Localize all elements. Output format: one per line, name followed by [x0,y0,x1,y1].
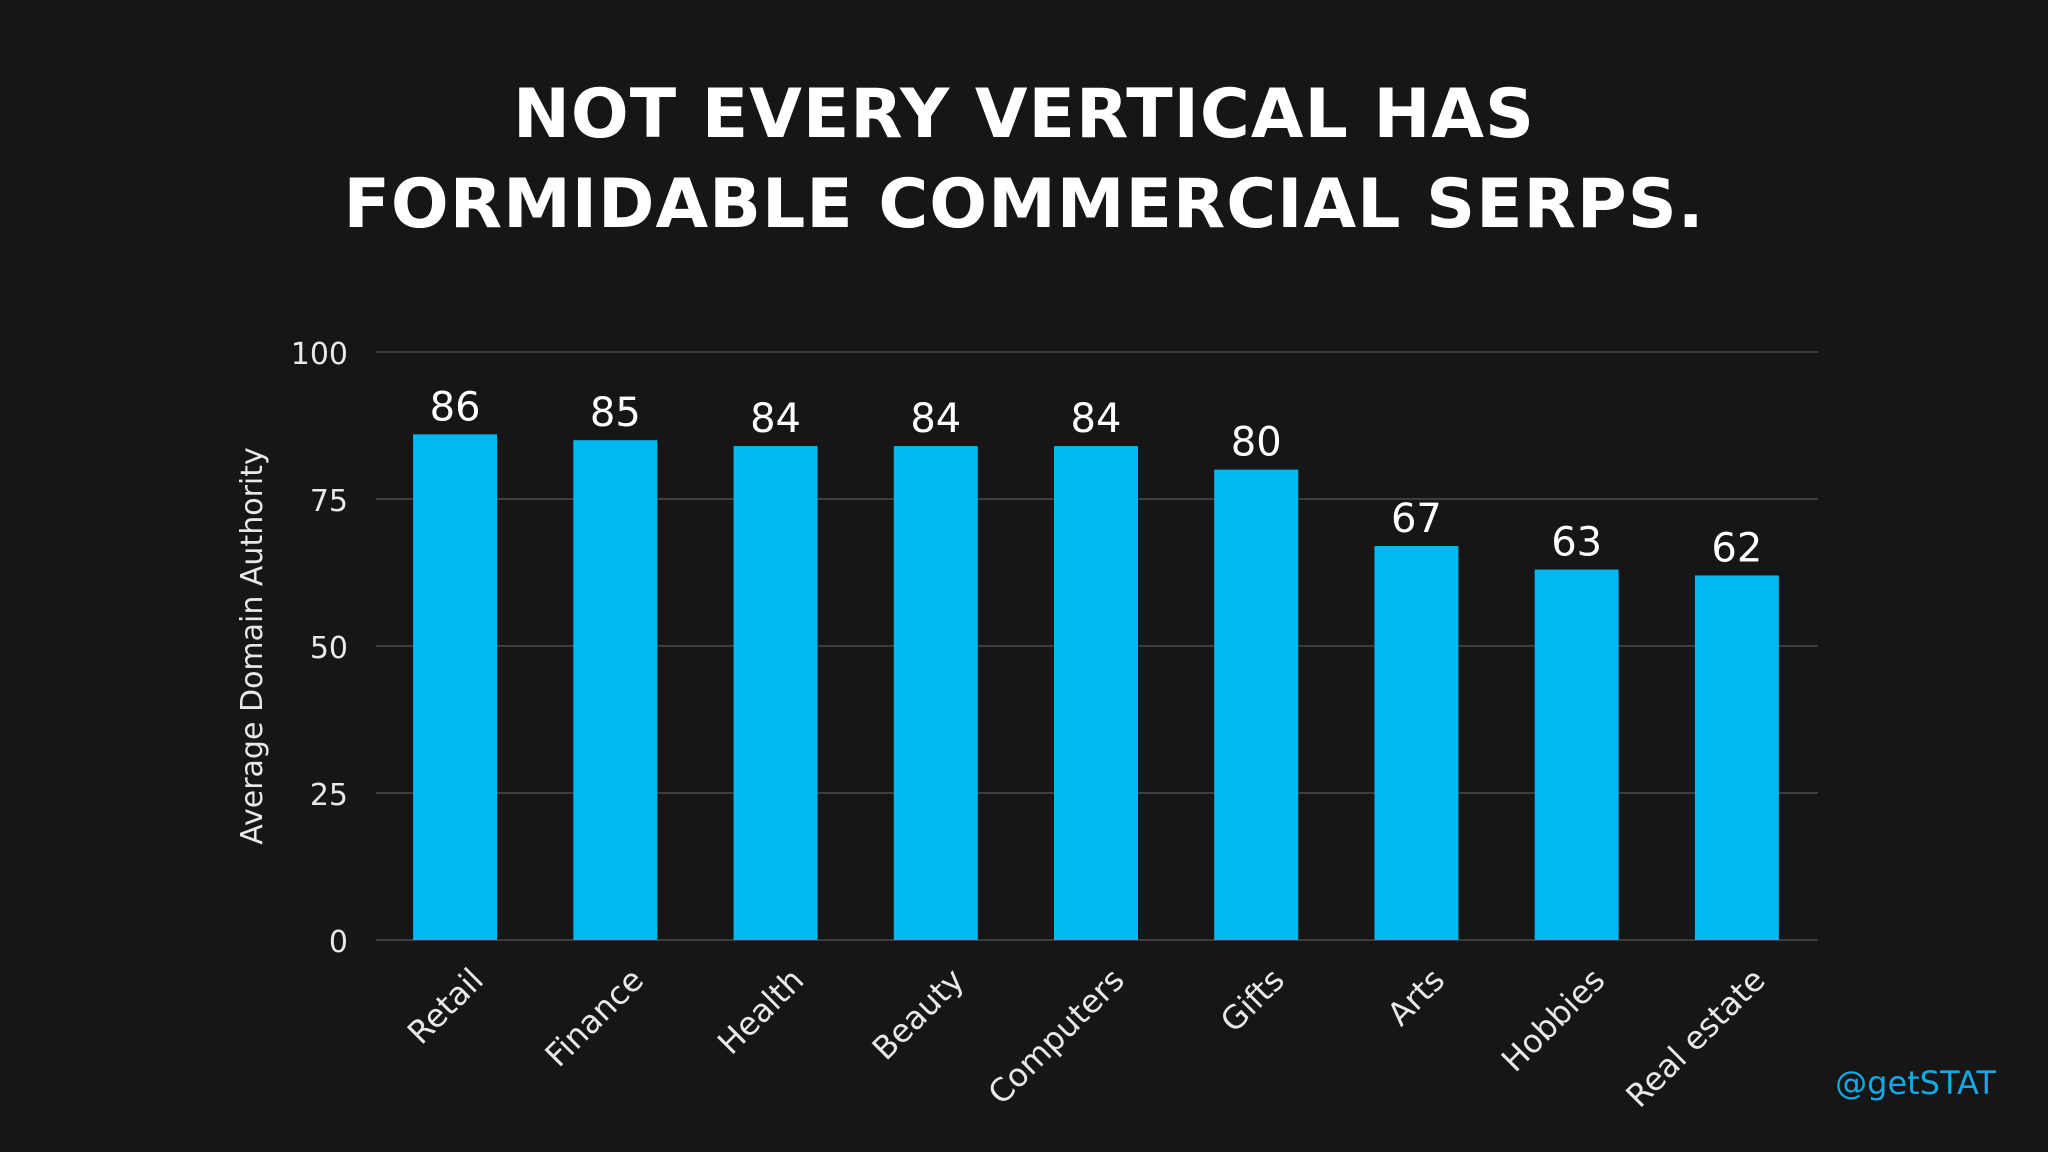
x-tick-label: Gifts [1213,961,1292,1040]
chart-title: NOT EVERY VERTICAL HAS FORMIDABLE COMMER… [0,70,2048,250]
bar-arts [1374,546,1459,940]
data-label: 63 [1551,520,1602,566]
data-label: 86 [430,384,481,430]
y-tick-label: 25 [310,778,348,813]
x-tick-label: Real estate [1618,961,1772,1115]
x-tick-label: Health [710,961,811,1062]
data-label: 84 [910,396,961,442]
bar-hobbies [1534,569,1619,940]
x-tick-label: Hobbies [1494,961,1612,1079]
data-label: 84 [1071,396,1122,442]
x-tick-label: Computers [981,961,1132,1112]
chart-title-line-2: FORMIDABLE COMMERCIAL SERPS. [343,165,1705,244]
y-tick-label: 50 [310,631,348,666]
data-label: 80 [1231,420,1282,466]
bar-beauty [893,446,978,940]
bar-health [733,446,818,940]
twitter-handle-link[interactable]: @getSTAT [1835,1064,1996,1102]
bar-gifts [1214,469,1299,940]
x-tick-label: Arts [1380,961,1452,1033]
x-tick-label: Beauty [865,961,972,1068]
bar-real-estate [1694,575,1779,940]
x-tick-label: Finance [538,961,651,1074]
chart-title-line-1: NOT EVERY VERTICAL HAS [513,75,1535,154]
y-tick-label: 75 [310,484,348,519]
bar-finance [573,440,658,940]
data-label: 85 [590,390,641,436]
data-label: 84 [750,396,801,442]
data-label: 67 [1391,496,1442,542]
y-tick-label: 100 [291,337,348,372]
x-tick-label: Retail [400,961,491,1052]
bar-computers [1054,446,1138,940]
bar-retail [413,434,498,940]
y-tick-label: 0 [329,925,348,960]
y-axis-title: Average Domain Authority [235,447,270,845]
data-label: 62 [1711,525,1762,571]
bar-layer [413,434,1779,940]
